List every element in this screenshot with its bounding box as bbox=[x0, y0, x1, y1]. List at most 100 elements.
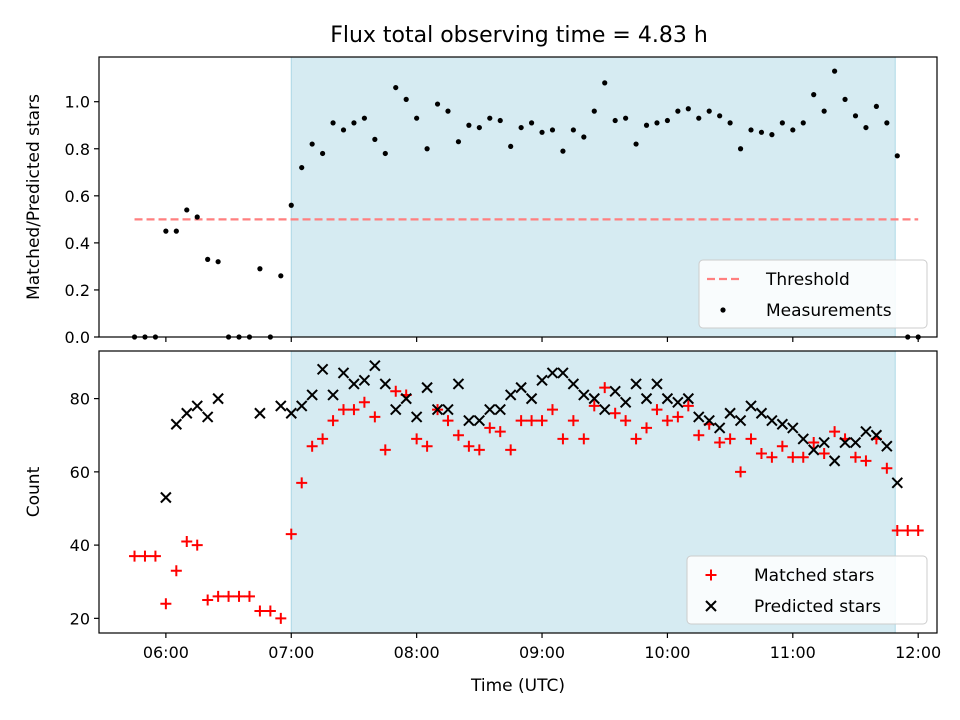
matched-star-marker bbox=[609, 407, 621, 419]
legend: Threshold Measurements bbox=[698, 259, 928, 329]
predicted-star-marker bbox=[160, 491, 172, 504]
predicted-star-marker bbox=[201, 411, 214, 423]
predicted-star-marker bbox=[494, 403, 506, 416]
predicted-star-marker bbox=[776, 418, 789, 430]
measurement-point bbox=[351, 120, 357, 126]
matched-star-marker bbox=[139, 550, 151, 562]
predicted-star-marker bbox=[557, 367, 569, 379]
matched-star-marker bbox=[275, 612, 287, 624]
predicted-star-marker bbox=[170, 418, 183, 430]
matched-star-marker bbox=[505, 444, 517, 456]
measurement-point bbox=[664, 117, 671, 124]
y-axis-label: Count bbox=[24, 466, 44, 517]
predicted-star-marker bbox=[849, 436, 862, 449]
predicted-star-marker bbox=[839, 436, 851, 449]
panel-2: 20 40 60 80 06:00 07:00 08:00 09:00 10:00 11:00 12… bbox=[24, 350, 941, 696]
measurement-point bbox=[466, 122, 472, 128]
matched-star-marker bbox=[776, 440, 788, 452]
matched-star-marker bbox=[735, 466, 747, 478]
predicted-star-marker bbox=[369, 359, 381, 372]
matched-star-marker bbox=[452, 429, 464, 441]
predicted-star-marker bbox=[296, 400, 308, 412]
matched-star-marker bbox=[442, 415, 454, 427]
predicted-star-marker bbox=[191, 400, 203, 412]
predicted-star-marker bbox=[797, 433, 809, 445]
matched-star-marker bbox=[829, 426, 841, 438]
predicted-star-marker bbox=[504, 389, 517, 401]
predicted-star-marker bbox=[285, 407, 297, 419]
measurement-point bbox=[800, 120, 806, 126]
measurement-point bbox=[476, 124, 482, 131]
matched-star-marker bbox=[745, 433, 757, 445]
legend-measurement-swatch bbox=[720, 307, 726, 313]
legend-predicted-swatch bbox=[705, 600, 717, 612]
predicted-star-marker bbox=[703, 414, 715, 427]
predicted-star-marker bbox=[379, 378, 392, 390]
measurement-point bbox=[288, 202, 294, 208]
series-predicted-stars bbox=[160, 359, 904, 504]
matched-star-marker bbox=[546, 404, 558, 416]
predicted-star-marker bbox=[316, 363, 329, 376]
measurement-point bbox=[320, 150, 326, 157]
measurement-point bbox=[852, 113, 859, 119]
matched-star-marker bbox=[766, 451, 778, 463]
matched-star-marker bbox=[588, 400, 600, 412]
y-tick-label: 80 bbox=[70, 390, 90, 409]
measurement-point bbox=[549, 127, 556, 133]
legend-box bbox=[686, 555, 928, 625]
legend-label: Measurements bbox=[766, 301, 892, 321]
measurement-point bbox=[434, 101, 441, 107]
predicted-star-marker bbox=[536, 374, 548, 387]
x-tick-label: 06:00 bbox=[143, 643, 189, 662]
predicted-star-marker bbox=[766, 414, 778, 427]
predicted-star-marker bbox=[682, 392, 695, 405]
predicted-star-marker bbox=[181, 407, 193, 419]
measurement-point bbox=[361, 115, 368, 121]
x-tick-label: 11:00 bbox=[770, 643, 816, 662]
matched-star-marker bbox=[202, 594, 214, 606]
y-tick-label: 0.2 bbox=[65, 281, 90, 300]
series-matched-stars bbox=[129, 382, 924, 624]
predicted-star-marker bbox=[546, 367, 559, 379]
y-tick-label: 40 bbox=[70, 536, 90, 555]
predicted-star-marker bbox=[713, 422, 726, 434]
matched-star-marker bbox=[651, 404, 663, 416]
predicted-star-marker bbox=[348, 378, 360, 390]
matched-star-marker bbox=[693, 429, 705, 441]
measurement-point bbox=[518, 124, 524, 131]
matched-star-marker bbox=[787, 451, 799, 463]
y-tick-label: 1.0 bbox=[65, 93, 90, 112]
matched-star-marker bbox=[348, 404, 360, 416]
measurement-point bbox=[884, 120, 890, 126]
axes-frame bbox=[98, 350, 938, 634]
measurement-point bbox=[163, 228, 169, 234]
y-tick-label: 0.8 bbox=[65, 140, 90, 159]
measurement-point bbox=[205, 256, 211, 262]
matched-star-marker bbox=[369, 411, 381, 423]
predicted-star-marker bbox=[431, 403, 444, 416]
legend-label: Matched stars bbox=[754, 566, 874, 586]
matched-star-marker bbox=[578, 433, 590, 445]
predicted-star-marker bbox=[525, 392, 538, 405]
predicted-star-marker bbox=[358, 374, 371, 387]
y-tick-label: 0.0 bbox=[65, 328, 90, 347]
matched-star-marker bbox=[358, 396, 370, 408]
predicted-star-marker bbox=[734, 414, 747, 427]
matched-star-marker bbox=[233, 590, 245, 602]
matched-star-marker bbox=[327, 415, 339, 427]
matched-star-marker bbox=[714, 437, 726, 449]
matched-star-marker bbox=[672, 411, 684, 423]
matched-star-marker bbox=[849, 451, 861, 463]
matched-star-marker bbox=[912, 524, 924, 536]
predicted-star-marker bbox=[306, 389, 318, 401]
series-measurements bbox=[131, 68, 921, 340]
chart-title: Flux total observing time = 4.83 h bbox=[330, 23, 708, 48]
matched-star-marker bbox=[223, 590, 235, 602]
measurement-point bbox=[539, 129, 545, 135]
measurement-point bbox=[424, 146, 430, 152]
matched-star-marker bbox=[557, 433, 569, 445]
predicted-star-marker bbox=[452, 378, 465, 390]
measurement-point bbox=[790, 127, 796, 133]
predicted-star-marker bbox=[609, 385, 621, 397]
